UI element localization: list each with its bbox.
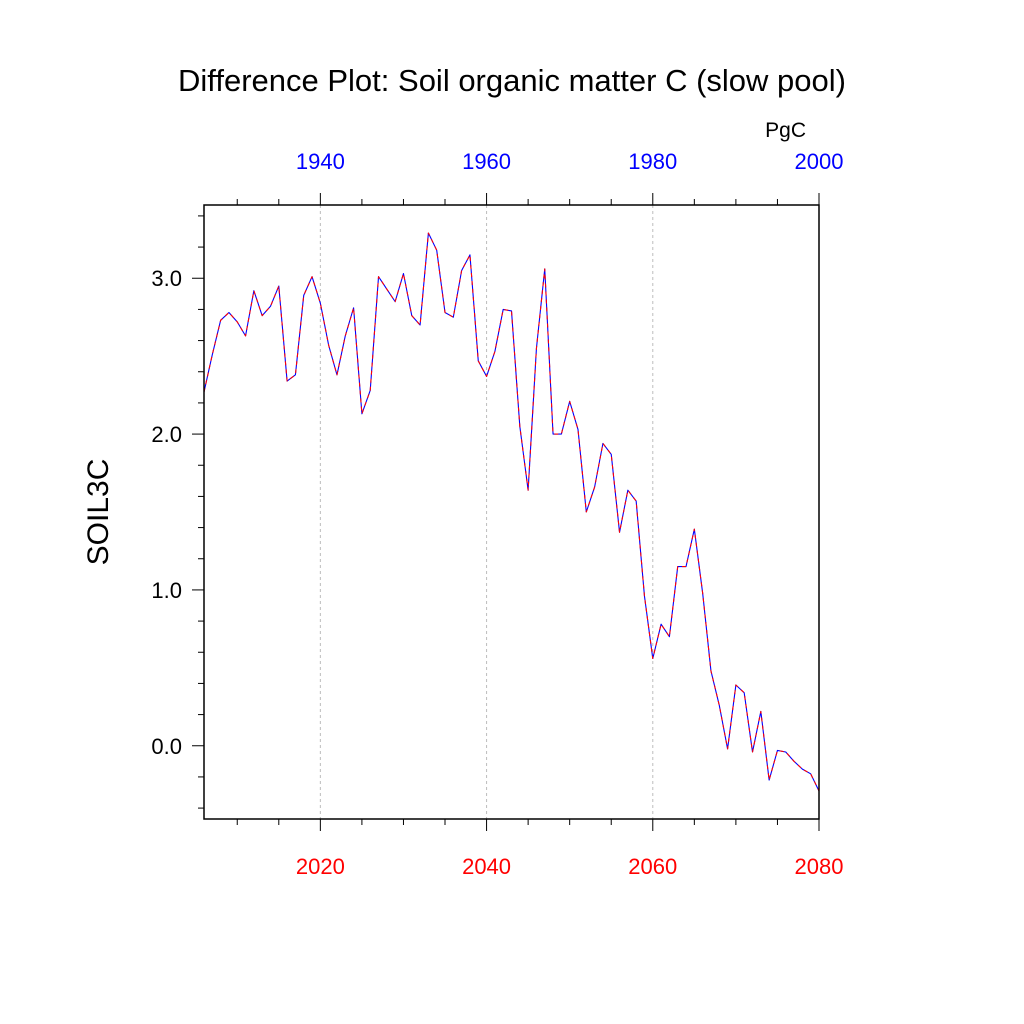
series-line-dashed <box>203 232 820 792</box>
plot-frame <box>203 204 820 820</box>
x-bottom-tick-label: 2060 <box>628 854 677 879</box>
x-bottom-tick-label: 2040 <box>462 854 511 879</box>
y-tick-label: 3.0 <box>151 266 182 291</box>
y-tick-label: 1.0 <box>151 578 182 603</box>
data-series <box>203 232 820 792</box>
units-label: PgC <box>765 119 806 142</box>
x-bottom-tick-label: 2020 <box>296 854 345 879</box>
x-top-tick-label: 2000 <box>795 149 844 174</box>
y-tick-label: 0.0 <box>151 734 182 759</box>
grid-lines <box>319 205 654 819</box>
chart-title: Difference Plot: Soil organic matter C (… <box>178 63 846 98</box>
axes: 0.0 1.0 2.0 3.0 2020 2040 2060 2080 1940 1960 1980… <box>151 149 843 879</box>
y-tick-label: 2.0 <box>151 422 182 447</box>
x-top-tick-label: 1980 <box>628 149 677 174</box>
x-top-tick-label: 1960 <box>462 149 511 174</box>
y-axis-label: SOIL3C <box>82 459 115 566</box>
series-line <box>203 232 820 792</box>
x-bottom-tick-label: 2080 <box>795 854 844 879</box>
x-top-tick-label: 1940 <box>296 149 345 174</box>
